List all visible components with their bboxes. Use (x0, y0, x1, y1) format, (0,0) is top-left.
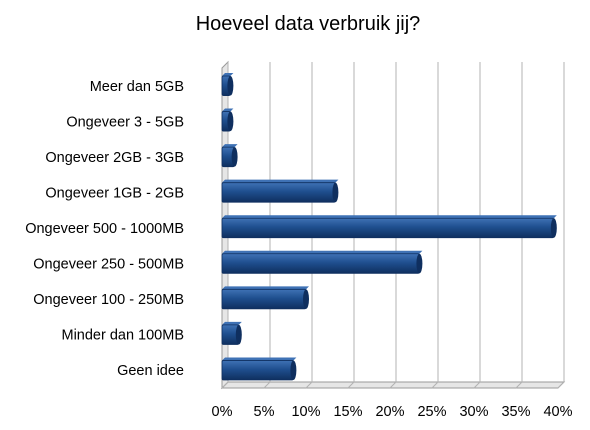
category-label: Ongeveer 500 - 1000MB (25, 221, 184, 237)
x-tick-label: 15% (333, 404, 362, 420)
bar-group (221, 73, 234, 96)
bar-top-face (222, 73, 234, 76)
category-label: Minder dan 100MB (61, 328, 184, 344)
bar-top-face (222, 357, 297, 361)
gridline-base (515, 381, 523, 389)
chart-title: Hoeveel data verbruik jij? (196, 13, 421, 35)
plot-area: 0% 5% 10% 15% 20% 25% 30% 35% 40% Meer dan 5GB Ong… (25, 60, 573, 420)
bar-end-cap (227, 76, 234, 96)
bar-group (221, 179, 339, 203)
bar-top-face (222, 215, 557, 219)
bar-top-face (222, 108, 234, 112)
bar-top-face (222, 286, 309, 290)
x-tick-label: 0% (212, 404, 233, 420)
category-label: Ongeveer 1GB - 2GB (45, 185, 184, 201)
gridline-base (389, 381, 397, 389)
bar-top-face (222, 250, 423, 254)
bar-top-face (222, 321, 242, 325)
category-label: Ongeveer 100 - 250MB (33, 292, 184, 308)
x-tick-label: 35% (501, 404, 530, 420)
gridline-base (263, 381, 271, 389)
bar (221, 360, 294, 381)
category-label: Meer dan 5GB (90, 79, 184, 95)
x-tick-label: 25% (417, 404, 446, 420)
gridline-base (221, 381, 229, 389)
bar-group (221, 215, 557, 239)
gridline-base (557, 381, 565, 389)
bar-top-face (222, 179, 339, 183)
category-label: Ongeveer 250 - 500MB (33, 257, 184, 273)
bar-group (221, 286, 309, 310)
bar-end-cap (550, 218, 557, 238)
bar-group (221, 250, 423, 274)
bar-group (221, 144, 238, 168)
category-label: Geen idee (117, 363, 184, 379)
bar-group (221, 357, 297, 381)
category-label: Ongeveer 3 - 5GB (66, 114, 184, 130)
x-tick-label: 30% (459, 404, 488, 420)
bar (221, 288, 307, 310)
bar-end-cap (416, 253, 423, 274)
bar-top-face (222, 144, 238, 148)
bar-group (221, 108, 234, 132)
bar (221, 182, 336, 203)
bar-end-cap (332, 182, 339, 203)
x-tick-label: 20% (375, 404, 404, 420)
gridline-base (473, 381, 481, 389)
bar-end-cap (303, 289, 309, 309)
bar (221, 217, 555, 239)
x-tick-label: 10% (291, 404, 320, 420)
x-tick-label: 5% (254, 404, 275, 420)
gridline-base (431, 381, 439, 389)
bar-end-cap (290, 360, 297, 380)
x-tick-label: 40% (543, 404, 572, 420)
gridline-base (305, 381, 313, 389)
gridline-base (347, 381, 355, 389)
bar-group (221, 321, 242, 345)
bar-end-cap (235, 324, 242, 345)
category-label: Ongeveer 2GB - 3GB (45, 150, 184, 166)
bar-end-cap (231, 147, 238, 167)
bar (221, 253, 420, 274)
bar-end-cap (227, 111, 234, 132)
